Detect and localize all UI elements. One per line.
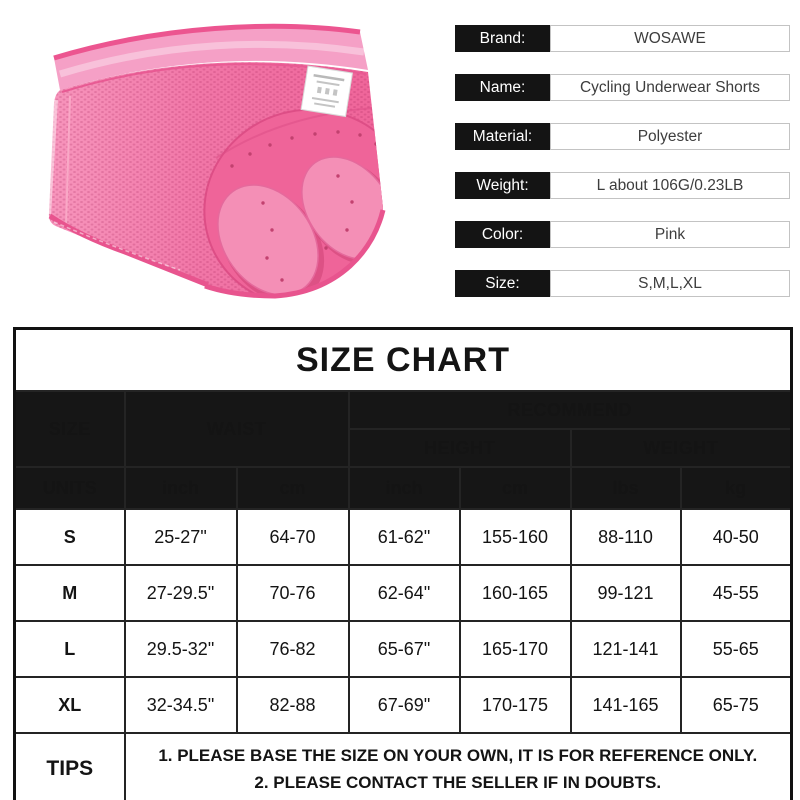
cell-size: L	[13, 620, 126, 678]
tips-text: 1. PLEASE BASE THE SIZE ON YOUR OWN, IT …	[123, 732, 793, 800]
care-label-tag	[300, 65, 354, 118]
cell-weight-lbs: 88-110	[569, 508, 682, 566]
header-height: HEIGHT	[347, 428, 572, 468]
hem-stitching	[53, 221, 181, 271]
header-size: SIZE	[13, 390, 126, 468]
spec-label: Name:	[455, 74, 550, 101]
cell-size: XL	[13, 676, 126, 734]
spec-row-name: Name: Cycling Underwear Shorts	[455, 74, 790, 101]
cell-waist-inch: 25-27"	[123, 508, 238, 566]
spec-label: Brand:	[455, 25, 550, 52]
cell-weight-lbs: 141-165	[569, 676, 682, 734]
cell-weight-kg: 65-75	[679, 676, 793, 734]
size-row-m: M 27-29.5" 70-76 62-64" 160-165 99-121 4…	[13, 564, 793, 622]
product-photo	[20, 8, 440, 323]
pad-top-seam	[215, 107, 373, 159]
waistband-top-roll	[53, 23, 361, 61]
spec-list: Brand: WOSAWE Name: Cycling Underwear Sh…	[455, 25, 790, 319]
cell-height-inch: 65-67"	[347, 620, 461, 678]
spec-value: S,M,L,XL	[550, 270, 790, 297]
size-chart-table: SIZE CHART SIZE WAIST RECOMMEND HEIGHT W…	[13, 327, 793, 800]
cell-waist-inch: 29.5-32"	[123, 620, 238, 678]
waistband-sheen	[58, 40, 365, 78]
spec-label: Size:	[455, 270, 550, 297]
spec-value: Cycling Underwear Shorts	[550, 74, 790, 101]
cell-waist-inch: 27-29.5"	[123, 564, 238, 622]
size-row-l: L 29.5-32" 76-82 65-67" 165-170 121-141 …	[13, 620, 793, 678]
unit-waist-inch: inch	[123, 466, 238, 510]
cell-waist-cm: 76-82	[235, 620, 350, 678]
unit-height-cm: cm	[458, 466, 572, 510]
cell-weight-kg: 55-65	[679, 620, 793, 678]
header-weight: WEIGHT	[569, 428, 793, 468]
pad-lobe-left	[217, 184, 319, 296]
cell-height-inch: 61-62"	[347, 508, 461, 566]
unit-weight-kg: kg	[679, 466, 793, 510]
spec-row-color: Color: Pink	[455, 221, 790, 248]
spec-row-brand: Brand: WOSAWE	[455, 25, 790, 52]
cell-height-inch: 62-64"	[347, 564, 461, 622]
units-label: UNITS	[13, 466, 126, 510]
unit-weight-lbs: lbs	[569, 466, 682, 510]
cell-waist-cm: 64-70	[235, 508, 350, 566]
cell-weight-lbs: 99-121	[569, 564, 682, 622]
left-edge-highlight	[47, 99, 58, 215]
cell-height-cm: 170-175	[458, 676, 572, 734]
spec-row-size: Size: S,M,L,XL	[455, 270, 790, 297]
spec-value: Pink	[550, 221, 790, 248]
spec-row-material: Material: Polyester	[455, 123, 790, 150]
spec-row-weight: Weight: L about 106G/0.23LB	[455, 172, 790, 199]
cell-size: M	[13, 564, 126, 622]
right-leg-hem	[204, 209, 386, 299]
spec-label: Weight:	[455, 172, 550, 199]
spec-value: L about 106G/0.23LB	[550, 172, 790, 199]
size-row-xl: XL 32-34.5" 82-88 67-69" 170-175 141-165…	[13, 676, 793, 734]
cell-height-cm: 160-165	[458, 564, 572, 622]
unit-waist-cm: cm	[235, 466, 350, 510]
waistband	[54, 26, 368, 90]
header-recommend: RECOMMEND	[347, 390, 793, 430]
spec-label: Material:	[455, 123, 550, 150]
tips-label: TIPS	[13, 732, 126, 800]
cell-height-cm: 165-170	[458, 620, 572, 678]
cell-weight-kg: 40-50	[679, 508, 793, 566]
size-chart-title: SIZE CHART	[13, 327, 793, 392]
underwear-illustration	[47, 23, 386, 299]
tips-line-2: 2. PLEASE CONTACT THE SELLER IF IN DOUBT…	[254, 773, 662, 792]
cell-waist-inch: 32-34.5"	[123, 676, 238, 734]
size-row-s: S 25-27" 64-70 61-62" 155-160 88-110 40-…	[13, 508, 793, 566]
cell-weight-lbs: 121-141	[569, 620, 682, 678]
front-panel-seam	[65, 95, 71, 227]
cell-weight-kg: 45-55	[679, 564, 793, 622]
header-waist: WAIST	[123, 390, 350, 468]
spec-value: WOSAWE	[550, 25, 790, 52]
tips-line-1: 1. PLEASE BASE THE SIZE ON YOUR OWN, IT …	[158, 745, 758, 765]
spec-label: Color:	[455, 221, 550, 248]
spec-value: Polyester	[550, 123, 790, 150]
unit-height-inch: inch	[347, 466, 461, 510]
cell-waist-cm: 70-76	[235, 564, 350, 622]
cell-size: S	[13, 508, 126, 566]
cell-height-cm: 155-160	[458, 508, 572, 566]
cell-height-inch: 67-69"	[347, 676, 461, 734]
cell-waist-cm: 82-88	[235, 676, 350, 734]
